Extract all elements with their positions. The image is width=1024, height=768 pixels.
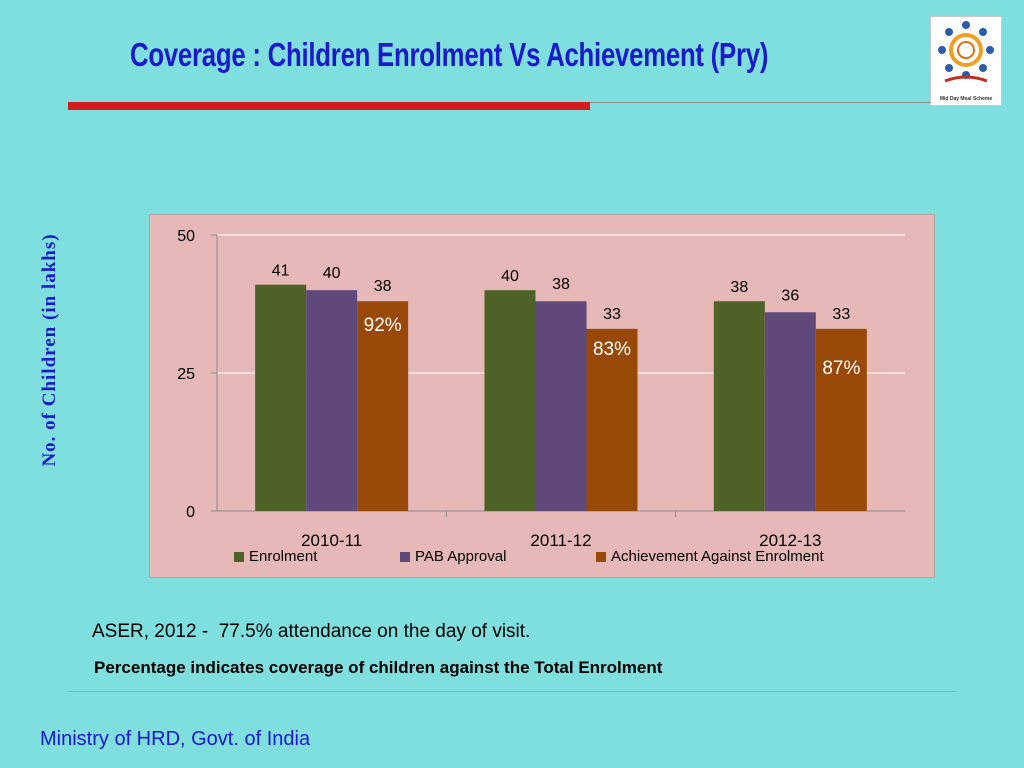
bar-0-0 <box>255 284 307 511</box>
coverage-label: 92% <box>364 315 402 336</box>
x-tick-label: 2010-11 <box>301 531 362 550</box>
data-label: 38 <box>730 279 748 296</box>
coverage-label: 83% <box>593 339 631 360</box>
legend-item-pab-approval: PAB Approval <box>400 548 506 565</box>
bar-2-0 <box>357 301 409 511</box>
footer-divider <box>68 691 956 692</box>
bar-2-1 <box>586 328 638 511</box>
data-label: 41 <box>272 263 290 280</box>
footer-text: Ministry of HRD, Govt. of India <box>40 728 311 750</box>
y-tick-label: 25 <box>177 366 195 383</box>
logo-caption: Mid Day Meal Scheme <box>939 96 993 102</box>
data-label: 40 <box>501 268 519 285</box>
legend-item-enrolment: Enrolment <box>234 548 317 565</box>
legend-swatch-achievement <box>596 551 606 562</box>
coverage-label: 87% <box>822 358 860 379</box>
mid-day-meal-emblem-icon <box>938 21 994 83</box>
legend-swatch-pab-approval <box>400 551 410 562</box>
y-tick-label: 0 <box>186 504 195 521</box>
data-label: 33 <box>832 306 850 323</box>
title-accent-rule <box>68 102 590 110</box>
data-label: 38 <box>552 276 570 293</box>
bar-1-2 <box>764 312 816 511</box>
mid-day-meal-logo: Mid Day Meal Scheme <box>930 16 1002 106</box>
legend-label-enrolment: Enrolment <box>249 548 318 565</box>
bar-chart: 0 25 50 2010-11 41 40 38 2011-12 40 38 33 2012-13 38… <box>177 228 905 550</box>
slide-title: Coverage : Children Enrolment Vs Achieve… <box>130 36 769 73</box>
legend-swatch-enrolment <box>234 551 244 562</box>
bar-2-2 <box>815 328 867 511</box>
bar-0-2 <box>713 301 765 511</box>
title-divider <box>590 102 930 103</box>
legend-label-pab-approval: PAB Approval <box>415 548 507 565</box>
x-tick-label: 2011-12 <box>530 531 591 550</box>
y-axis-title: No. of Children (in lakhs) <box>39 233 60 467</box>
bar-0-1 <box>484 290 536 511</box>
data-label: 38 <box>374 278 392 295</box>
percentage-note: Percentage indicates coverage of childre… <box>94 658 663 677</box>
data-label: 40 <box>323 265 341 282</box>
legend-item-achievement: Achievement Against Enrolment <box>596 548 824 565</box>
bar-1-0 <box>306 290 358 511</box>
aser-note: ASER, 2012 - 77.5% attendance on the day… <box>92 621 531 642</box>
data-label: 36 <box>781 287 799 304</box>
chart-area: 0 25 50 2010-11 41 40 38 2011-12 40 38 33 2012-13 38… <box>149 214 935 578</box>
x-tick-label: 2012-13 <box>759 531 821 550</box>
legend-label-achievement: Achievement Against Enrolment <box>611 548 824 565</box>
data-label: 33 <box>603 306 621 323</box>
bar-1-1 <box>535 301 587 511</box>
y-tick-label: 50 <box>177 228 195 245</box>
